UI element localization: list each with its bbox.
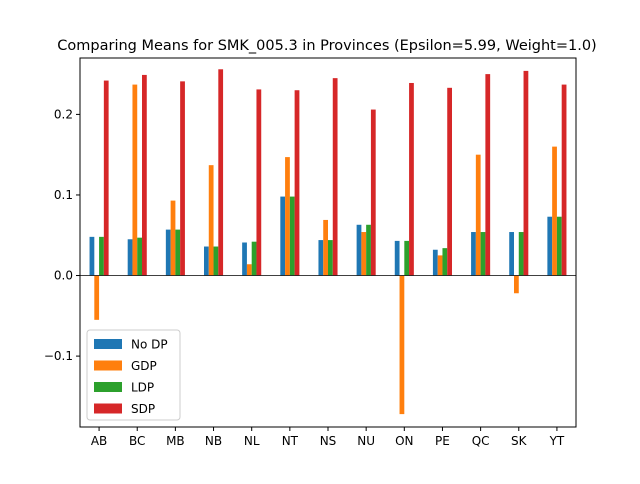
y-tick-label: 0.2	[54, 107, 73, 121]
bar-qc-no-dp	[471, 232, 476, 276]
bar-mb-sdp	[180, 81, 185, 276]
bar-on-no-dp	[394, 240, 400, 276]
bar-qc-sdp	[485, 74, 491, 276]
chart-title: Comparing Means for SMK_005.3 in Provinc…	[57, 38, 596, 54]
bar-nl-ldp	[251, 241, 257, 276]
bar-ab-no-dp	[89, 236, 95, 276]
legend-label-gdp: GDP	[131, 359, 157, 373]
bar-nu-gdp	[361, 232, 367, 276]
legend-swatch-gdp	[94, 360, 122, 371]
y-tick-label: −0.1	[44, 349, 73, 363]
x-axis: AB BC MB NB NL NT NS NU ON PE QC SK YT	[91, 427, 565, 448]
x-tick-label-pe: PE	[435, 434, 450, 448]
x-tick-label-ns: NS	[320, 434, 337, 448]
bar-ns-ldp	[328, 240, 333, 276]
legend: No DP GDP LDP SDP	[86, 329, 181, 421]
bar-sk-no-dp	[509, 232, 514, 276]
x-tick-label-on: ON	[395, 434, 413, 448]
x-tick-label-nb: NB	[205, 434, 222, 448]
bar-yt-sdp	[561, 84, 567, 276]
legend-swatch-no-dp	[94, 339, 122, 349]
legend-swatch-ldp	[94, 382, 122, 392]
bar-sk-sdp	[523, 70, 529, 276]
legend-swatch-sdp	[94, 403, 122, 414]
bar-nl-gdp	[246, 264, 252, 276]
bar-on-gdp	[399, 275, 405, 415]
y-axis: −0.1 0.0 0.1 0.2	[44, 107, 80, 363]
bar-yt-ldp	[556, 216, 562, 276]
bars-group	[89, 69, 567, 415]
bar-ab-sdp	[103, 80, 109, 276]
bar-nb-sdp	[218, 69, 224, 276]
bar-nu-no-dp	[356, 224, 362, 276]
bar-nb-no-dp	[204, 246, 209, 276]
bar-yt-gdp	[552, 146, 557, 276]
bar-pe-ldp	[442, 248, 448, 276]
x-tick-label-ab: AB	[91, 434, 107, 448]
bar-nb-gdp	[208, 165, 214, 276]
bar-bc-gdp	[132, 84, 138, 276]
bar-qc-ldp	[480, 232, 486, 276]
x-tick-label-nt: NT	[282, 434, 299, 448]
bar-ns-sdp	[332, 78, 338, 276]
bar-ab-ldp	[99, 236, 104, 276]
bar-bc-ldp	[137, 237, 142, 276]
legend-label-no-dp: No DP	[131, 338, 168, 352]
bar-sk-ldp	[518, 232, 524, 276]
bar-on-ldp	[404, 240, 410, 276]
x-tick-label-sk: SK	[511, 434, 528, 448]
bar-sk-gdp	[514, 275, 519, 294]
bar-ab-gdp	[94, 275, 100, 320]
bar-bc-sdp	[142, 74, 147, 276]
x-tick-label-bc: BC	[129, 434, 145, 448]
bar-mb-ldp	[175, 229, 181, 276]
bar-ns-gdp	[323, 219, 328, 276]
y-tick-label: 0.0	[54, 269, 73, 283]
y-tick-label: 0.1	[54, 188, 73, 202]
x-tick-label-nl: NL	[244, 434, 260, 448]
x-tick-label-qc: QC	[472, 434, 490, 448]
bar-pe-gdp	[437, 255, 443, 276]
bar-nt-gdp	[285, 157, 290, 276]
x-tick-label-yt: YT	[549, 434, 565, 448]
bar-yt-no-dp	[547, 216, 553, 276]
bar-pe-no-dp	[432, 249, 438, 276]
bar-nt-ldp	[289, 196, 295, 276]
bar-mb-no-dp	[165, 229, 171, 276]
bar-bc-no-dp	[127, 239, 133, 276]
bar-nl-no-dp	[242, 242, 247, 276]
bar-nu-sdp	[370, 109, 376, 276]
bar-on-sdp	[409, 82, 414, 276]
x-tick-label-mb: MB	[166, 434, 185, 448]
x-tick-label-nu: NU	[357, 434, 375, 448]
bar-nb-ldp	[213, 246, 219, 276]
legend-box	[86, 329, 181, 421]
bar-mb-gdp	[170, 200, 176, 276]
plot-area-frame	[79, 57, 577, 428]
bar-ns-no-dp	[318, 240, 324, 276]
legend-label-ldp: LDP	[131, 381, 154, 395]
bar-nt-no-dp	[280, 196, 286, 276]
bar-nl-sdp	[256, 89, 262, 276]
bar-nt-sdp	[294, 90, 300, 276]
bar-nu-ldp	[366, 224, 371, 276]
bar-qc-gdp	[475, 154, 481, 276]
legend-label-sdp: SDP	[131, 402, 155, 416]
bar-pe-sdp	[447, 87, 452, 276]
